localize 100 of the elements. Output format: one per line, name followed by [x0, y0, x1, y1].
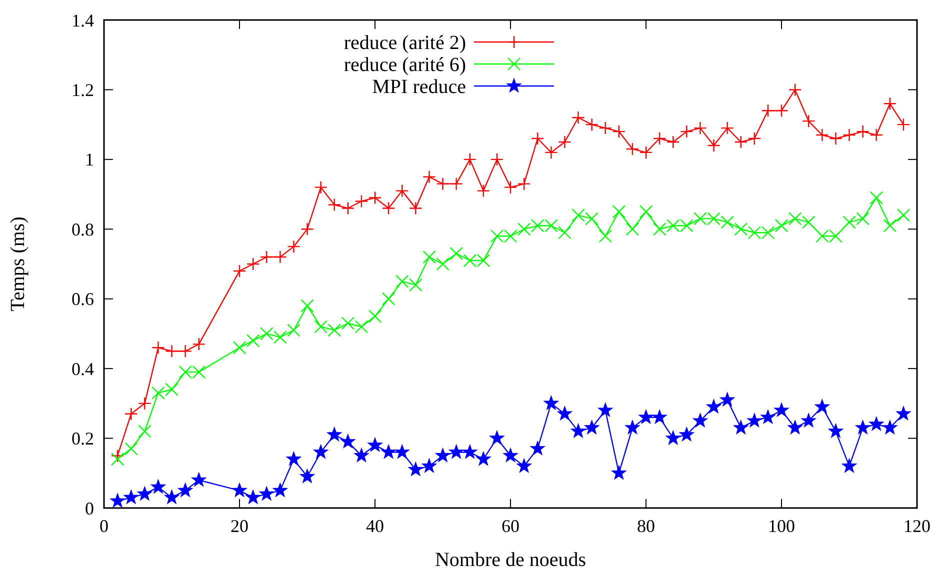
point [354, 448, 368, 462]
y-tick-label: 1.2 [72, 80, 94, 100]
point [706, 400, 721, 413]
point [856, 212, 870, 226]
point [246, 334, 260, 348]
point [788, 212, 802, 226]
x-axis-title: Nombre de noeuds [434, 549, 586, 571]
point [165, 382, 178, 396]
point [462, 445, 477, 458]
point [585, 212, 598, 226]
point [842, 458, 856, 472]
y-tick-label: 0.4 [72, 358, 94, 379]
point [896, 118, 910, 132]
point [178, 483, 192, 497]
point [883, 420, 897, 434]
point [327, 428, 342, 441]
point [274, 330, 287, 344]
point [666, 431, 680, 444]
point [869, 417, 884, 430]
point [883, 97, 896, 110]
y-tick-label: 1 [85, 150, 94, 170]
point [110, 494, 124, 507]
point [476, 184, 490, 198]
x-tick-label: 80 [637, 516, 655, 536]
point [584, 420, 599, 434]
point [341, 202, 354, 215]
point [341, 316, 354, 330]
point [422, 458, 436, 472]
point [788, 83, 802, 96]
point [192, 472, 206, 486]
point [652, 222, 666, 236]
point [734, 135, 748, 149]
point [300, 222, 314, 236]
point [286, 452, 301, 466]
point [246, 490, 260, 504]
y-tick-label: 1.4 [72, 10, 94, 30]
point [598, 121, 612, 135]
point [152, 386, 165, 400]
point [450, 246, 463, 260]
point [368, 310, 382, 323]
point [870, 128, 883, 142]
point [463, 152, 476, 166]
point [409, 278, 422, 292]
x-tick-label: 0 [100, 516, 108, 536]
point [232, 264, 246, 278]
point [612, 124, 626, 138]
point [314, 180, 328, 194]
point [626, 420, 640, 434]
point [152, 341, 165, 354]
point [626, 142, 640, 156]
point [571, 424, 586, 438]
point [300, 299, 314, 312]
point [436, 257, 450, 271]
point [531, 132, 544, 146]
point [652, 132, 666, 146]
point [110, 449, 124, 462]
point [395, 445, 409, 458]
point [598, 230, 612, 243]
point [274, 250, 287, 264]
point [774, 403, 788, 416]
point [639, 205, 653, 218]
point [504, 448, 518, 462]
point [761, 410, 775, 424]
point [707, 138, 720, 152]
point [558, 135, 572, 149]
y-tick-label: 0 [85, 498, 94, 518]
point [124, 442, 138, 456]
point [490, 431, 504, 444]
point [748, 414, 762, 427]
point [409, 202, 422, 215]
point [896, 208, 910, 222]
y-tick-label: 0.8 [72, 219, 94, 240]
point [639, 410, 653, 424]
point [178, 344, 192, 358]
point [558, 226, 572, 240]
point [842, 216, 856, 229]
point [585, 118, 598, 132]
point [870, 191, 883, 204]
point [842, 128, 856, 142]
point [598, 403, 612, 416]
point [504, 180, 518, 194]
point [273, 483, 288, 497]
point [517, 458, 531, 472]
legend-label: MPI reduce [372, 76, 466, 98]
point [734, 222, 748, 236]
point [694, 121, 707, 135]
point [260, 327, 274, 340]
point [287, 324, 300, 337]
point [802, 216, 816, 229]
point [436, 177, 450, 190]
legend-label: reduce (arité 6) [344, 54, 466, 76]
point [558, 406, 572, 420]
point [774, 219, 788, 232]
point [449, 445, 464, 458]
point [720, 392, 734, 406]
point [138, 424, 152, 438]
point [652, 410, 666, 424]
y-tick-label: 0.6 [72, 289, 94, 310]
point [165, 344, 178, 358]
point [354, 194, 368, 208]
